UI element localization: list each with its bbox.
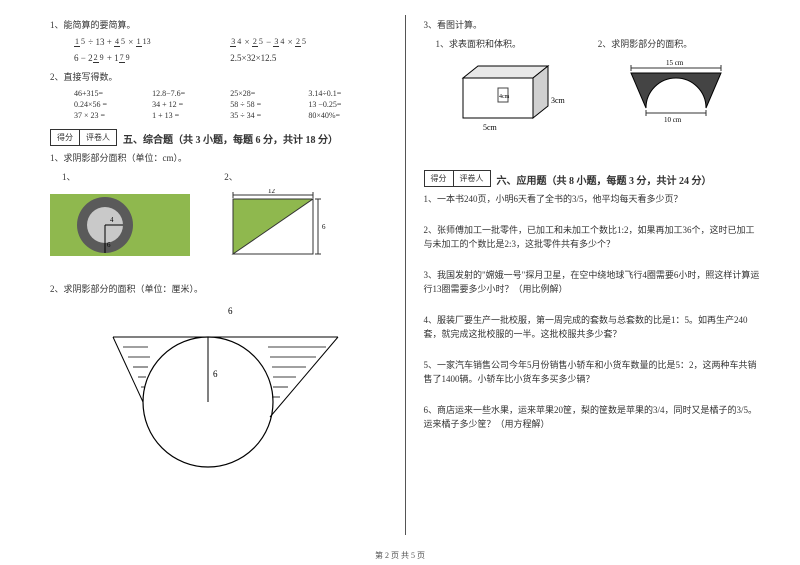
score-label: 得分 bbox=[51, 130, 80, 145]
q6-5: 5、一家汽车销售公司今年5月份销售小轿车和小货车数量的比是5：2，这两种车共销售… bbox=[424, 359, 761, 386]
page-container: 1、能简算的要简算。 15 ÷ 13 + 45 × 113 34 × 25 − … bbox=[0, 0, 800, 540]
calc-item: 13 −0.25= bbox=[308, 99, 386, 110]
right-figures: 4cm 3cm 5cm 15 cm 10 cm bbox=[424, 58, 761, 140]
q3-2: 2、求阴影部分的面积。 bbox=[598, 37, 760, 50]
calc-item: 46+315= bbox=[74, 88, 152, 99]
sec5-q1-2: 2、 bbox=[224, 170, 386, 183]
arch-svg: 15 cm 10 cm bbox=[606, 58, 746, 128]
q6-4: 4、服装厂要生产一批校服，第一周完成的套数与总套数的比是1：5。如再生产240套… bbox=[424, 314, 761, 341]
grader-label: 评卷人 bbox=[454, 171, 490, 186]
dim-inner: 4 bbox=[110, 216, 114, 224]
q3-1: 1、求表面积和体积。 bbox=[436, 37, 598, 50]
score-box: 得分 评卷人 bbox=[424, 170, 491, 187]
figure-row: 4 6 12 6 bbox=[50, 189, 387, 271]
calc-item: 3.14÷0.1= bbox=[308, 88, 386, 99]
q6-2: 2、张师傅加工一批零件，已加工和未加工个数比1:2，如果再加工36个，这时已加工… bbox=[424, 224, 761, 251]
section6-title: 六、应用题（共 8 小题，每题 3 分，共计 24 分） bbox=[497, 172, 712, 187]
q1-expr-2a: 6 − 229 + 179 bbox=[74, 53, 230, 63]
calc-item: 80×40%= bbox=[308, 110, 386, 121]
dim-outer: 6 bbox=[107, 241, 111, 249]
arch-bottom: 10 cm bbox=[664, 116, 682, 124]
dim-h: 6 bbox=[322, 223, 326, 231]
q1-row2: 6 − 229 + 179 2.5×32×12.5 bbox=[74, 53, 387, 63]
cuboid-svg: 4cm 3cm 5cm bbox=[443, 58, 573, 138]
calc-item: 58 ÷ 58 = bbox=[230, 99, 308, 110]
score-box: 得分 评卷人 bbox=[50, 129, 117, 146]
sec5-q1: 1、求阴影部分面积（单位：cm）。 bbox=[50, 152, 387, 166]
q1-expr-1a: 15 ÷ 13 + 45 × 113 bbox=[74, 37, 230, 47]
cuboid-h: 3cm bbox=[551, 96, 566, 105]
cuboid-w: 5cm bbox=[483, 123, 498, 132]
page-footer: 第 2 页 共 5 页 bbox=[0, 550, 800, 561]
triangle-figure: 12 6 bbox=[218, 189, 386, 271]
q6-1: 1、一本书240页，小明6天看了全书的3/5，他平均每天看多少页？ bbox=[424, 193, 761, 207]
q1-expr-1b: 34 × 25 − 34 × 25 bbox=[230, 37, 386, 47]
circle-figure: 6 6 bbox=[50, 302, 387, 474]
q6-6: 6、商店运来一些水果，运来苹果20筐，梨的筐数是苹果的3/4，同时又是橘子的3/… bbox=[424, 404, 761, 431]
top-label: 6 bbox=[228, 306, 233, 316]
circle-svg: 6 6 bbox=[88, 302, 348, 472]
q3-sub: 1、求表面积和体积。 2、求阴影部分的面积。 bbox=[436, 37, 761, 50]
q2-label: 2、直接写得数。 bbox=[50, 71, 387, 85]
calc-item: 35 ÷ 34 = bbox=[230, 110, 308, 121]
cuboid-d: 4cm bbox=[499, 94, 510, 100]
ring-svg: 4 6 bbox=[50, 189, 200, 269]
section5-title: 五、综合题（共 3 小题，每题 6 分，共计 18 分） bbox=[123, 131, 338, 146]
sec5-q1-1: 1、 bbox=[62, 170, 224, 183]
calc-grid: 46+315= 12.8−7.6= 25×28= 3.14÷0.1= 0.24×… bbox=[74, 88, 387, 121]
calc-item: 12.8−7.6= bbox=[152, 88, 230, 99]
calc-item: 25×28= bbox=[230, 88, 308, 99]
arch-figure: 15 cm 10 cm bbox=[592, 58, 760, 140]
q3-label: 3、看图计算。 bbox=[424, 19, 761, 33]
calc-item: 34 + 12 = bbox=[152, 99, 230, 110]
q1-expr-2b: 2.5×32×12.5 bbox=[230, 53, 386, 63]
arch-top: 15 cm bbox=[666, 59, 684, 67]
left-column: 1、能简算的要简算。 15 ÷ 13 + 45 × 113 34 × 25 − … bbox=[40, 15, 406, 535]
radius-label: 6 bbox=[213, 369, 218, 379]
cuboid-figure: 4cm 3cm 5cm bbox=[424, 58, 592, 140]
q6-3: 3、我国发射的"嫦娥一号"探月卫星，在空中绕地球飞行4圈需要6小时，照这样计算运… bbox=[424, 269, 761, 296]
sec5-q1-sub: 1、 2、 bbox=[62, 170, 387, 183]
dim-w: 12 bbox=[268, 189, 276, 195]
grader-label: 评卷人 bbox=[80, 130, 116, 145]
section5-header: 得分 评卷人 五、综合题（共 3 小题，每题 6 分，共计 18 分） bbox=[50, 129, 387, 146]
right-column: 3、看图计算。 1、求表面积和体积。 2、求阴影部分的面积。 4cm 3cm 5… bbox=[406, 15, 771, 535]
calc-item: 0.24×56 = bbox=[74, 99, 152, 110]
score-label: 得分 bbox=[425, 171, 454, 186]
q1-label: 1、能简算的要简算。 bbox=[50, 19, 387, 33]
ring-figure: 4 6 bbox=[50, 189, 218, 271]
tri-svg: 12 6 bbox=[218, 189, 338, 269]
calc-item: 37 × 23 = bbox=[74, 110, 152, 121]
calc-item: 1 + 13 = bbox=[152, 110, 230, 121]
q1-row1: 15 ÷ 13 + 45 × 113 34 × 25 − 34 × 25 bbox=[74, 37, 387, 47]
section6-header: 得分 评卷人 六、应用题（共 8 小题，每题 3 分，共计 24 分） bbox=[424, 170, 761, 187]
sec5-q2: 2、求阴影部分的面积（单位：厘米）。 bbox=[50, 283, 387, 297]
